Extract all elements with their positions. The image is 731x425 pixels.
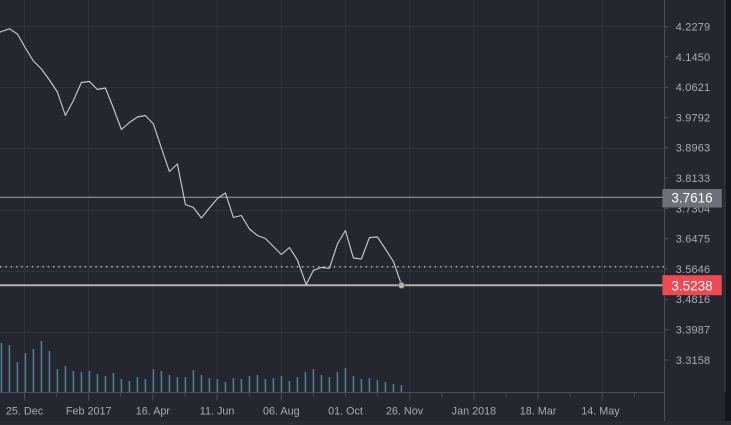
svg-text:4.0621: 4.0621 bbox=[676, 82, 711, 94]
svg-text:3.5646: 3.5646 bbox=[676, 264, 711, 276]
svg-text:4.2279: 4.2279 bbox=[676, 22, 711, 34]
svg-text:01. Oct: 01. Oct bbox=[328, 406, 363, 418]
svg-text:06. Aug: 06. Aug bbox=[263, 406, 300, 418]
svg-text:3.3987: 3.3987 bbox=[676, 325, 711, 337]
svg-text:3.3158: 3.3158 bbox=[676, 355, 711, 367]
svg-text:3.9792: 3.9792 bbox=[676, 112, 711, 124]
svg-text:3.5238: 3.5238 bbox=[671, 278, 712, 293]
svg-text:Feb 2017: Feb 2017 bbox=[66, 406, 112, 418]
svg-text:11. Jun: 11. Jun bbox=[200, 406, 235, 418]
svg-text:3.6475: 3.6475 bbox=[676, 234, 711, 246]
svg-text:14. May: 14. May bbox=[581, 406, 620, 418]
svg-text:3.8133: 3.8133 bbox=[676, 173, 711, 185]
svg-text:18. Mar: 18. Mar bbox=[520, 406, 557, 418]
svg-text:25. Dec: 25. Dec bbox=[6, 406, 44, 418]
svg-text:3.8963: 3.8963 bbox=[676, 143, 711, 155]
svg-text:16. Apr: 16. Apr bbox=[136, 406, 171, 418]
svg-text:3.4816: 3.4816 bbox=[676, 294, 711, 306]
svg-text:3.7616: 3.7616 bbox=[671, 191, 712, 206]
svg-text:26. Nov: 26. Nov bbox=[386, 406, 424, 418]
svg-text:Jan 2018: Jan 2018 bbox=[452, 406, 496, 418]
svg-text:4.1450: 4.1450 bbox=[676, 52, 711, 64]
